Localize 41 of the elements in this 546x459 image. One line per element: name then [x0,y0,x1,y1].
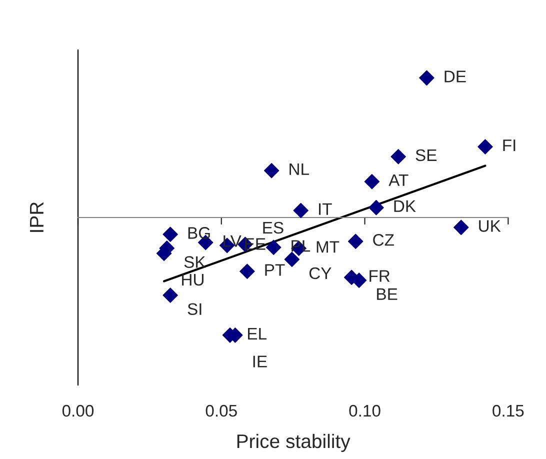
point [284,252,300,268]
point [390,149,406,164]
annotation: UK [479,220,501,232]
annotation: NL [290,163,309,175]
annotation: SI [188,303,202,315]
point [348,234,364,250]
annotation: MT [316,241,340,253]
annotation: SK [184,256,206,268]
annotation: CZ [373,234,394,246]
annotation: AT [388,174,408,186]
x-tick-label: 0.15 [492,404,524,417]
point [240,264,255,280]
annotation: EL [248,328,266,340]
annotation: FR [370,270,390,282]
annotation: HU [182,274,204,286]
annotation: DK [394,200,416,212]
annotation: ES [263,222,284,234]
point [478,139,493,154]
point [293,202,308,218]
annotation: PT [265,264,285,276]
x-axis-title: Price stability [237,434,350,452]
y-axis-title: IPR [30,202,44,232]
point [368,200,384,216]
annotation: SE [416,149,437,162]
annotation: IE [253,356,267,368]
annotation: FI [503,140,516,152]
x-tick-label: 0.10 [349,404,380,417]
x-tick-label: 0.05 [206,404,237,417]
point [264,162,280,178]
annotation: BG [188,227,210,239]
point [266,240,282,256]
annotation: CY [309,267,332,280]
annotation: DE [444,70,466,82]
annotation: BE [377,288,398,300]
point [453,220,469,236]
point [419,70,434,86]
x-tick-label: 0.00 [62,404,94,417]
point [162,288,178,303]
annotation: IT [319,203,332,215]
point [162,226,178,242]
point [364,174,380,190]
